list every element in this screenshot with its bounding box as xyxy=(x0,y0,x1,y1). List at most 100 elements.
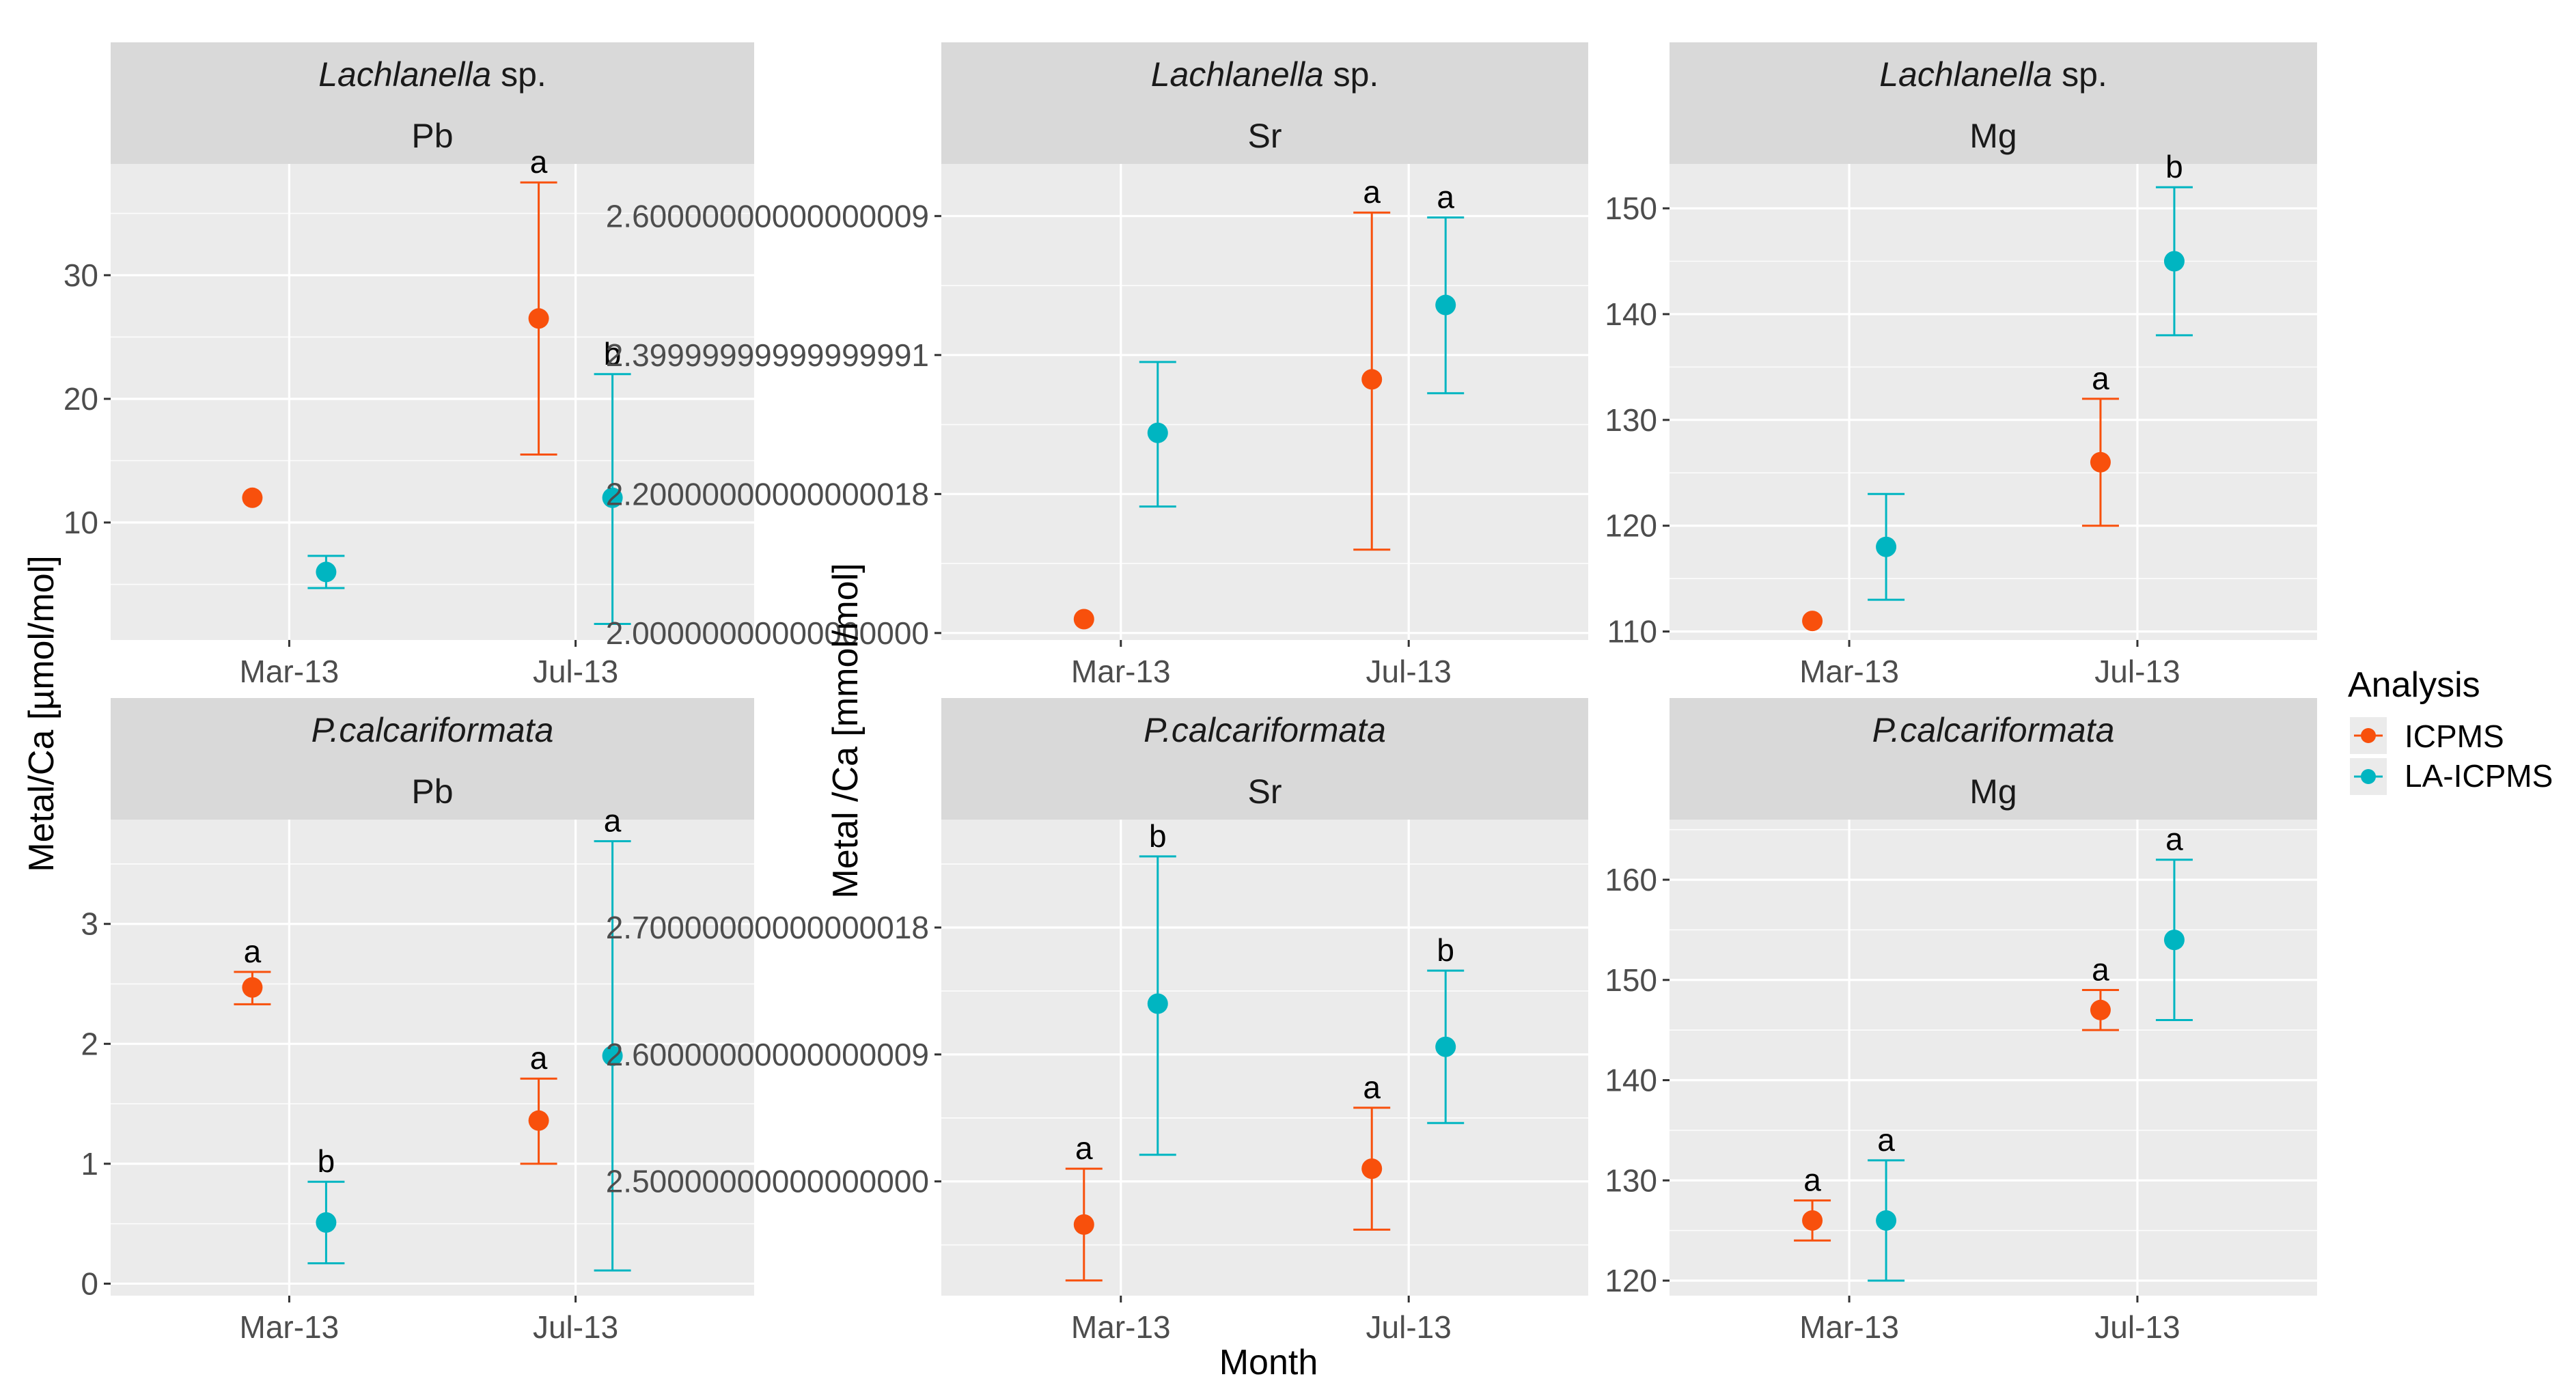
data-point-la-icpms xyxy=(1876,1210,1897,1231)
panel-background xyxy=(1670,164,2317,640)
panel-pcalcariformata-mg: P.calcariformata Mg 120 130 140 150 160 Mar-13 J… xyxy=(1605,698,2317,1345)
significance-label: a xyxy=(1877,1122,1895,1158)
strip-species-suffix: sp. xyxy=(491,55,546,94)
strip-species-name: P.calcariformata xyxy=(1872,711,2115,749)
y-tick-label: 0 xyxy=(81,1266,98,1301)
legend-item-la-icpms: LA-ICPMS xyxy=(2350,758,2553,795)
significance-label: a xyxy=(604,803,622,839)
data-point-icpms xyxy=(1073,1214,1094,1235)
significance-label: a xyxy=(530,1040,548,1076)
panel-pcalcariformata-pb: P.calcariformata Pb 0 1 2 3 Mar-13 Jul-13 a a b a xyxy=(81,698,754,1345)
data-point-la-icpms xyxy=(316,1212,337,1233)
panel-pcalcariformata-sr: P.calcariformata Sr 2.50000000000000000 2.6… xyxy=(606,698,1588,1345)
y-tick-label: 160 xyxy=(1605,862,1657,897)
strip-species-name: Lachlanella xyxy=(318,55,491,94)
data-point-icpms xyxy=(1361,1158,1383,1180)
y-tick-label: 2.20000000000000018 xyxy=(606,476,929,512)
legend-label-icpms: ICPMS xyxy=(2405,719,2504,754)
strip-species-name: Lachlanella xyxy=(1879,55,2052,94)
data-point-la-icpms xyxy=(2163,930,2185,951)
legend-key-point-la-icpms xyxy=(2361,769,2376,784)
data-point-icpms xyxy=(242,487,263,508)
x-axis-title: Month xyxy=(1219,1343,1318,1382)
y-tick-label: 120 xyxy=(1605,1263,1657,1298)
strip-element-label: Pb xyxy=(411,772,453,811)
y-tick-label: 20 xyxy=(64,381,98,417)
strip-element-label: Pb xyxy=(411,117,453,155)
y-tick-label: 1 xyxy=(81,1146,98,1182)
strip-species-name: P.calcariformata xyxy=(1144,711,1386,749)
y-tick-label: 110 xyxy=(1607,614,1657,650)
x-tick-label: Jul-13 xyxy=(2094,1309,2180,1345)
y-tick-label: 2.50000000000000000 xyxy=(606,1164,929,1199)
x-tick-label: Mar-13 xyxy=(240,654,340,689)
significance-label: a xyxy=(244,934,262,969)
data-point-icpms xyxy=(528,1110,549,1131)
strip-species-name: P.calcariformata xyxy=(311,711,554,749)
strip-species-label: P.calcariformata xyxy=(1872,711,2115,749)
strip-species-label: Lachlanella sp. xyxy=(1151,55,1379,94)
strip-element-label: Mg xyxy=(1969,117,2017,155)
y-tick-label: 30 xyxy=(64,257,98,293)
y-axis-title-left: Metal/Ca [µmol/mol] xyxy=(22,555,61,872)
y-tick-label: 150 xyxy=(1605,191,1657,226)
strip-species-label: P.calcariformata xyxy=(311,711,554,749)
y-tick-label: 2 xyxy=(81,1026,98,1061)
significance-label: a xyxy=(1803,1162,1821,1198)
y-tick-label: 2.60000000000000009 xyxy=(606,1037,929,1072)
y-tick-label: 150 xyxy=(1605,962,1657,998)
panel-background xyxy=(941,164,1588,640)
data-point-icpms xyxy=(242,977,263,998)
panel-background xyxy=(941,820,1588,1296)
y-tick-label: 120 xyxy=(1605,508,1657,544)
y-tick-label: 2.70000000000000018 xyxy=(606,910,929,945)
y-tick-label: 2.39999999999999991 xyxy=(606,337,929,373)
significance-label: b xyxy=(1437,932,1454,968)
legend-title: Analysis xyxy=(2348,665,2480,705)
significance-label: a xyxy=(1437,179,1454,214)
legend: Analysis ICPMS LA-ICPMS xyxy=(2348,665,2553,795)
y-axis-title-middle: Metal /Ca [mmol/mol] xyxy=(826,563,865,898)
significance-label: a xyxy=(2165,822,2183,857)
data-point-la-icpms xyxy=(1147,993,1168,1014)
data-point-la-icpms xyxy=(2163,251,2185,272)
data-point-la-icpms xyxy=(1876,536,1897,557)
strip-element-label: Mg xyxy=(1969,772,2017,811)
x-tick-label: Mar-13 xyxy=(1071,1309,1171,1345)
strip-background xyxy=(941,698,1588,820)
strip-species-label: Lachlanella sp. xyxy=(1879,55,2107,94)
x-tick-label: Mar-13 xyxy=(1071,654,1171,689)
y-tick-label: 2.60000000000000009 xyxy=(606,198,929,234)
data-point-icpms xyxy=(2090,451,2111,473)
y-tick-label: 130 xyxy=(1605,1162,1657,1198)
data-point-icpms xyxy=(1802,1210,1823,1231)
x-tick-label: Jul-13 xyxy=(1366,654,1452,689)
significance-label: b xyxy=(1149,818,1167,854)
y-tick-label: 140 xyxy=(1605,1063,1657,1098)
strip-background xyxy=(111,698,754,820)
data-point-icpms xyxy=(1073,609,1094,630)
strip-species-label: P.calcariformata xyxy=(1144,711,1386,749)
panel-lachlanella-pb: Lachlanella sp. Pb 10 20 30 Mar-13 Jul-13 a b xyxy=(64,42,754,689)
significance-label: a xyxy=(2092,361,2109,396)
panel-lachlanella-sr: Lachlanella sp. Sr 2.00000000000000000 2.20… xyxy=(606,42,1588,689)
panel-background xyxy=(1670,820,2317,1296)
data-point-la-icpms xyxy=(316,561,337,583)
legend-label-la-icpms: LA-ICPMS xyxy=(2405,758,2553,794)
x-tick-label: Mar-13 xyxy=(1799,654,1899,689)
x-tick-label: Mar-13 xyxy=(1799,1309,1899,1345)
x-tick-label: Jul-13 xyxy=(533,654,618,689)
data-point-icpms xyxy=(528,308,549,329)
strip-species-suffix: sp. xyxy=(2052,55,2107,94)
data-point-icpms xyxy=(1802,611,1823,632)
data-point-icpms xyxy=(1361,369,1383,390)
strip-background xyxy=(941,42,1588,164)
data-point-la-icpms xyxy=(1147,422,1168,443)
strip-element-label: Sr xyxy=(1248,117,1282,155)
x-tick-label: Jul-13 xyxy=(2094,654,2180,689)
y-tick-label: 10 xyxy=(64,505,98,540)
x-tick-label: Jul-13 xyxy=(1366,1309,1452,1345)
strip-species-name: Lachlanella xyxy=(1151,55,1324,94)
